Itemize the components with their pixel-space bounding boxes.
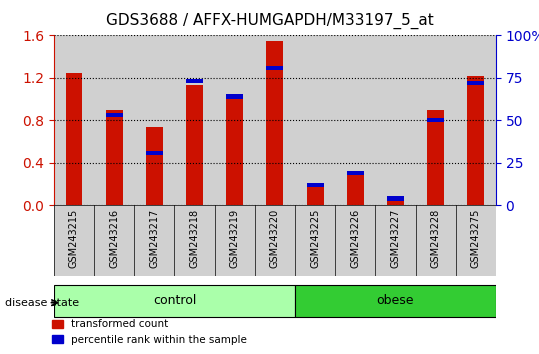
Bar [175, 205, 215, 276]
Bar [427, 110, 444, 205]
Text: control: control [153, 295, 196, 307]
Text: obese: obese [377, 295, 414, 307]
Bar [94, 35, 134, 205]
Bar [146, 127, 163, 205]
Bar [347, 171, 364, 175]
Bar [295, 35, 335, 205]
Bar [467, 76, 484, 205]
Bar [186, 79, 203, 84]
Bar [54, 205, 94, 276]
Bar [175, 35, 215, 205]
Bar [416, 205, 455, 276]
Text: GSM243226: GSM243226 [350, 209, 360, 268]
Bar [375, 35, 416, 205]
Text: GSM243225: GSM243225 [310, 209, 320, 268]
Bar [335, 35, 375, 205]
Bar [255, 205, 295, 276]
Bar [347, 171, 364, 205]
Text: GSM243215: GSM243215 [69, 209, 79, 268]
Bar [186, 85, 203, 205]
Bar [416, 35, 455, 205]
Bar [134, 205, 175, 276]
Bar [295, 205, 335, 276]
Text: disease state: disease state [5, 298, 80, 308]
Bar [94, 205, 134, 276]
FancyBboxPatch shape [54, 285, 295, 317]
Bar [54, 35, 94, 205]
Legend: transformed count, percentile rank within the sample: transformed count, percentile rank withi… [49, 315, 251, 349]
Bar [226, 95, 243, 99]
Text: GSM243218: GSM243218 [190, 209, 199, 268]
Bar [375, 205, 416, 276]
Text: GSM243216: GSM243216 [109, 209, 119, 268]
Bar [467, 81, 484, 85]
Text: GSM243219: GSM243219 [230, 209, 240, 268]
Bar [266, 41, 284, 205]
Text: GSM243220: GSM243220 [270, 209, 280, 268]
Bar [455, 205, 496, 276]
Text: GDS3688 / AFFX-HUMGAPDH/M33197_5_at: GDS3688 / AFFX-HUMGAPDH/M33197_5_at [106, 12, 433, 29]
Bar [66, 73, 82, 205]
Bar [215, 35, 255, 205]
Bar [307, 183, 323, 187]
Bar [226, 97, 243, 205]
Bar [134, 35, 175, 205]
Bar [307, 184, 323, 205]
Text: GSM243275: GSM243275 [471, 209, 481, 268]
Bar [387, 200, 404, 205]
Bar [387, 196, 404, 201]
Bar [455, 35, 496, 205]
Bar [266, 65, 284, 70]
Text: GSM243227: GSM243227 [390, 209, 400, 268]
FancyBboxPatch shape [295, 285, 496, 317]
Bar [255, 35, 295, 205]
Bar [427, 118, 444, 122]
Text: GSM243228: GSM243228 [431, 209, 440, 268]
Bar [106, 110, 122, 205]
Text: GSM243217: GSM243217 [149, 209, 160, 268]
Bar [106, 113, 122, 118]
Bar [215, 205, 255, 276]
Bar [146, 150, 163, 155]
Bar [335, 205, 375, 276]
